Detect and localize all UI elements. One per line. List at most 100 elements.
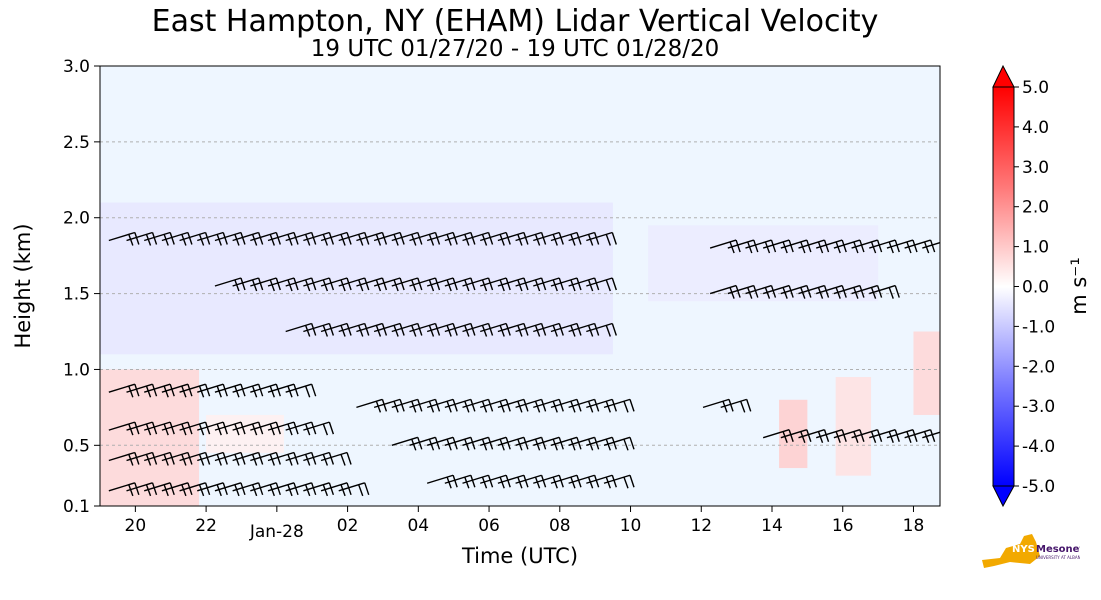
wind-barb [550,277,582,292]
wind-barb [179,421,211,436]
wind-barb [391,436,423,451]
wind-barb [214,277,246,292]
wind-barb [108,383,140,398]
wind-barb [515,231,547,246]
wind-barb [250,231,281,246]
wind-barb [126,383,158,398]
x-tick-label: 14 [761,516,783,536]
wind-barb [126,451,158,466]
wind-barb [267,451,299,466]
wind-barb [426,231,458,246]
wind-barb [161,451,193,466]
wind-barb [108,451,140,466]
wind-barb [356,277,388,292]
wind-barb [869,284,900,299]
wind-barb [338,231,370,246]
wind-barb [745,239,777,254]
y-axis-label: Height (km) [11,223,35,348]
wind-barb [480,231,511,246]
wind-barb [816,284,847,299]
y-tick-label: 0.1 [63,497,90,517]
wind-barb [515,277,547,292]
wind-barb [497,231,529,246]
wind-barb [550,322,582,337]
wind-barb [533,436,564,451]
wind-barb [356,398,388,413]
wind-barb [144,231,175,246]
wind-barb [179,383,211,398]
wind-barb [480,436,511,451]
wind-barb [373,322,405,337]
wind-barb [586,322,617,337]
wind-barb [904,429,936,443]
wind-barb [373,277,405,292]
wind-barb [816,429,847,443]
wind-barb [497,436,529,451]
x-tick-label: Jan-28 [249,522,304,542]
y-tick-label: 3.0 [63,57,90,77]
wind-barb [497,474,529,489]
wind-barb [426,322,458,337]
wind-barb [179,451,211,466]
wind-barb [444,322,476,337]
wind-barb [550,436,582,451]
wind-barb [904,239,936,254]
wind-barb [702,398,734,413]
wind-barb [409,277,441,292]
colorbar-label: m s⁻¹ [1067,257,1091,315]
wind-barb [161,482,193,497]
chart-title: East Hampton, NY (EHAM) Lidar Vertical V… [151,4,879,39]
wind-barb [144,482,175,497]
wind-barb [250,277,281,292]
wind-barb [533,398,564,413]
wind-barb [214,421,246,436]
wind-barb [250,421,281,436]
x-tick-label: 08 [549,516,571,536]
colorbar-tick-label: 1.0 [1022,238,1049,258]
wind-barb [161,383,193,398]
wind-barb [409,398,441,413]
wind-barb [197,451,228,466]
wind-barb [603,474,635,489]
plot-frame [99,65,941,507]
wind-barb [586,474,617,489]
wind-barb [197,231,228,246]
wind-barb [533,322,564,337]
wind-barb [232,451,264,466]
x-axis-label: Time (UTC) [461,544,578,568]
wind-barb [444,474,476,489]
wind-barb [515,474,547,489]
svg-text:NYS: NYS [1012,544,1035,555]
wind-barb [869,239,900,254]
wind-barb [391,398,423,413]
wind-barb [497,322,529,337]
y-tick-label: 1.0 [63,360,90,380]
wind-barb [480,474,511,489]
wind-barb [373,231,405,246]
wind-barb [586,231,617,246]
wind-barb [144,383,175,398]
wind-barb [762,429,794,443]
colorbar-tick-label: 3.0 [1022,158,1049,178]
colorbar-tick-label: 2.0 [1022,198,1049,218]
colorbar-tick-label: 0.0 [1022,278,1049,298]
wind-barb [780,284,812,299]
wind-barb [161,421,193,436]
wind-barb [197,383,228,398]
wind-barb [144,421,175,436]
wind-barb [267,231,299,246]
x-tick-label: 04 [407,516,429,536]
wind-barb [303,482,335,497]
wind-barb [833,429,865,443]
wind-barb [709,284,741,299]
wind-barb [285,451,317,466]
wind-barb [285,322,317,337]
wind-barb [727,239,759,254]
wind-barb [197,421,228,436]
wind-barb [550,474,582,489]
wind-barbs [108,231,940,497]
wind-barb [267,277,299,292]
wind-barb [285,421,317,436]
wind-barb [922,241,940,249]
wind-barb [462,231,494,246]
